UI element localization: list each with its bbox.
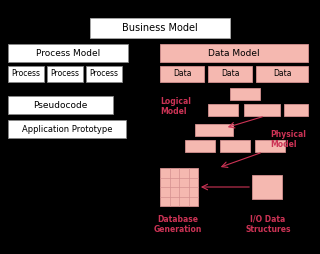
Text: I/O Data
Structures: I/O Data Structures xyxy=(245,215,291,234)
Text: Process: Process xyxy=(90,70,118,78)
Bar xyxy=(8,120,126,138)
Text: Process Model: Process Model xyxy=(36,49,100,57)
Bar xyxy=(255,140,285,152)
Bar xyxy=(90,18,230,38)
Bar xyxy=(185,140,215,152)
Bar xyxy=(8,66,44,82)
Bar xyxy=(86,66,122,82)
Bar xyxy=(8,96,113,114)
Bar xyxy=(8,44,128,62)
Text: Pseudocode: Pseudocode xyxy=(33,101,88,109)
Bar xyxy=(208,66,252,82)
Text: Business Model: Business Model xyxy=(122,23,198,33)
Text: Database
Generation: Database Generation xyxy=(154,215,202,234)
Bar xyxy=(220,140,250,152)
Text: Physical
Model: Physical Model xyxy=(270,130,306,149)
Bar xyxy=(284,104,308,116)
Bar xyxy=(47,66,83,82)
Bar xyxy=(195,124,233,136)
Bar xyxy=(256,66,308,82)
Text: Process: Process xyxy=(12,70,41,78)
Text: Data Model: Data Model xyxy=(208,49,260,57)
Bar xyxy=(252,175,282,199)
Bar xyxy=(160,44,308,62)
Text: Logical
Model: Logical Model xyxy=(160,97,191,116)
Bar xyxy=(160,168,198,206)
Bar xyxy=(208,104,238,116)
Text: Process: Process xyxy=(51,70,79,78)
Bar xyxy=(244,104,280,116)
Text: Data: Data xyxy=(221,70,239,78)
Bar xyxy=(160,66,204,82)
Text: Data: Data xyxy=(173,70,191,78)
Text: Data: Data xyxy=(273,70,291,78)
Text: Application Prototype: Application Prototype xyxy=(22,124,112,134)
Bar xyxy=(230,88,260,100)
